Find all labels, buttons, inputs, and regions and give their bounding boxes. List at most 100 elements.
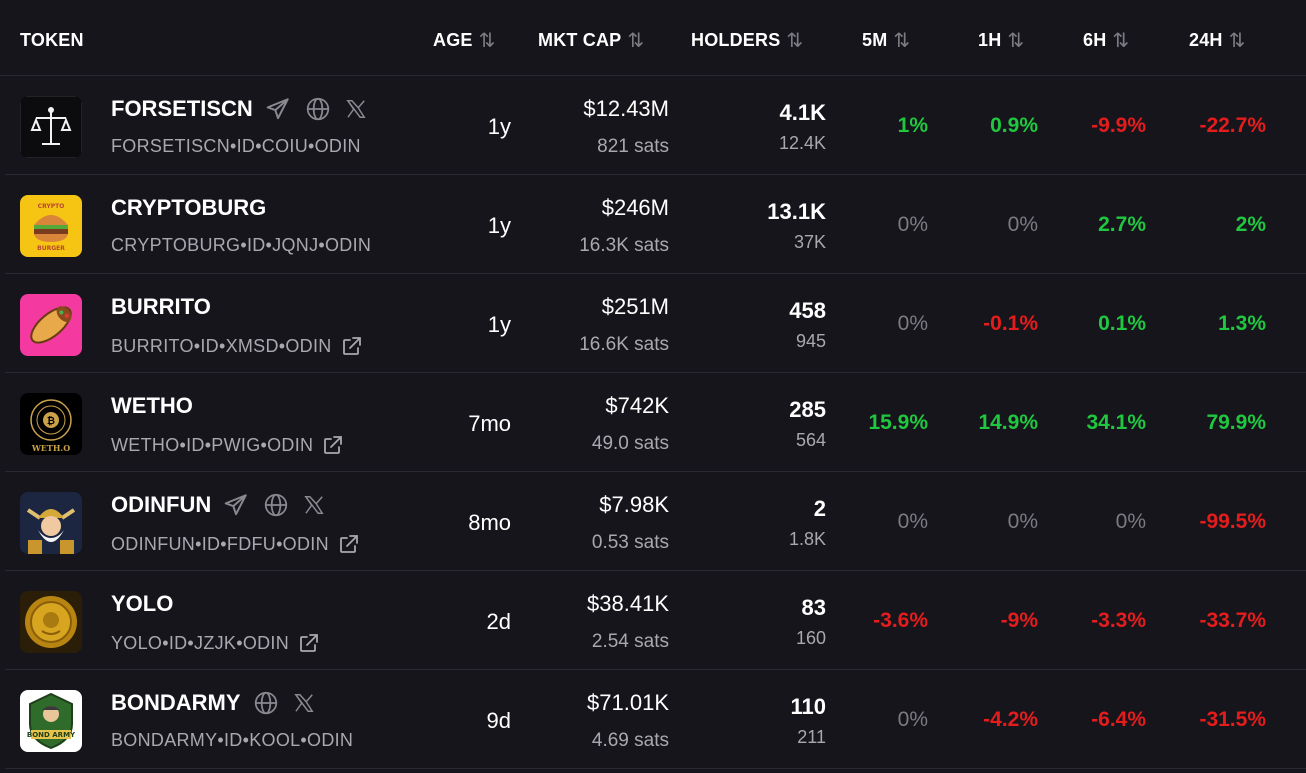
svg-text:CRYPTO: CRYPTO xyxy=(38,203,65,210)
token-logo xyxy=(20,492,82,554)
change-1h: 0% xyxy=(1007,213,1038,236)
holders-count: 13.1K xyxy=(767,199,826,224)
header-5m[interactable]: 5M ⇅ xyxy=(862,29,911,52)
svg-text:₿: ₿ xyxy=(47,415,55,427)
token-age: 9d xyxy=(486,708,511,733)
change-5m: 15.9% xyxy=(868,411,928,434)
token-logo xyxy=(20,591,82,653)
token-age: 7mo xyxy=(468,411,511,436)
header-24h[interactable]: 24H ⇅ xyxy=(1189,29,1246,52)
header-6h[interactable]: 6H ⇅ xyxy=(1083,29,1130,52)
token-age: 1y xyxy=(487,213,511,238)
holders-count: 4.1K xyxy=(779,100,826,125)
token-ticker: BURRITO•ID•XMSD•ODIN xyxy=(111,335,332,356)
external-link-icon[interactable] xyxy=(337,532,361,556)
x-icon[interactable] xyxy=(303,494,325,516)
market-cap: $71.01K xyxy=(587,690,669,715)
token-ticker: FORSETISCN•ID•COIU•ODIN xyxy=(111,136,361,156)
external-link-icon[interactable] xyxy=(297,631,321,655)
token-name[interactable]: WETHO xyxy=(111,393,193,418)
svg-text:WETH.O: WETH.O xyxy=(31,443,70,453)
token-age: 8mo xyxy=(468,510,511,535)
change-24h: -99.5% xyxy=(1199,510,1266,533)
telegram-icon[interactable] xyxy=(265,96,291,122)
telegram-icon[interactable] xyxy=(223,492,249,518)
token-name[interactable]: FORSETISCN xyxy=(111,96,253,121)
table-header: TOKEN AGE ⇅ MKT CAP ⇅ HOLDERS ⇅ 5M ⇅ 1H ⇅ 6H ⇅… xyxy=(0,0,1306,76)
holders-secondary: 160 xyxy=(795,628,826,648)
change-24h: -31.5% xyxy=(1199,708,1266,731)
sort-icon[interactable]: ⇅ xyxy=(1228,29,1246,52)
token-logo xyxy=(20,294,82,356)
change-6h: -3.3% xyxy=(1091,609,1146,632)
x-icon[interactable] xyxy=(345,98,367,120)
external-link-icon[interactable] xyxy=(340,334,364,358)
sort-icon[interactable]: ⇅ xyxy=(627,29,645,52)
change-24h: 79.9% xyxy=(1206,411,1266,434)
holders-secondary: 12.4K xyxy=(778,133,826,153)
change-24h: -22.7% xyxy=(1199,114,1266,137)
external-link-icon[interactable] xyxy=(321,433,345,457)
change-6h: 0.1% xyxy=(1098,312,1146,335)
token-name[interactable]: BURRITO xyxy=(111,294,211,319)
sort-icon[interactable]: ⇅ xyxy=(1112,29,1130,52)
price-sats: 821 sats xyxy=(597,136,669,157)
table-row[interactable]: YOLO YOLO•ID•JZJK•ODIN 2d $38.41K 2.54 s… xyxy=(5,571,1306,670)
change-6h: 0% xyxy=(1115,510,1146,533)
table-row[interactable]: FORSETISCN FORSETISCN•ID•COIU•ODIN 1y $1… xyxy=(5,76,1306,175)
change-24h: -33.7% xyxy=(1199,609,1266,632)
table-row[interactable]: ODINFUN ODINFUN•ID•FDFU•ODIN 8mo $7.98K … xyxy=(5,472,1306,571)
market-cap: $251M xyxy=(601,294,669,319)
token-name[interactable]: ODINFUN xyxy=(111,492,212,517)
holders-secondary: 1.8K xyxy=(788,529,826,549)
price-sats: 16.3K sats xyxy=(579,235,669,256)
market-cap: $7.98K xyxy=(599,492,669,517)
holders-secondary: 945 xyxy=(795,331,826,351)
sort-icon[interactable]: ⇅ xyxy=(1007,29,1025,52)
token-name[interactable]: BONDARMY xyxy=(111,690,241,715)
change-6h: -9.9% xyxy=(1091,114,1146,137)
price-sats: 4.69 sats xyxy=(591,730,669,751)
svg-text:BOND ARMY: BOND ARMY xyxy=(27,731,76,739)
svg-text:BURGER: BURGER xyxy=(37,245,65,252)
globe-icon[interactable] xyxy=(305,96,331,122)
price-sats: 49.0 sats xyxy=(591,433,669,454)
change-6h: 2.7% xyxy=(1098,213,1146,236)
header-mkt-cap[interactable]: MKT CAP ⇅ xyxy=(538,29,645,52)
token-name[interactable]: CRYPTOBURG xyxy=(111,195,267,220)
globe-icon[interactable] xyxy=(253,690,279,716)
table-row[interactable]: ₿ WETH.O WETHO WETHO•ID•PWIG•ODIN 7mo $74… xyxy=(5,373,1306,472)
sort-icon[interactable]: ⇅ xyxy=(478,29,496,52)
header-age[interactable]: AGE ⇅ xyxy=(433,29,496,52)
table-row[interactable]: CRYPTO BURGER CRYPTOBURG CRYPTOBURG•ID•JQ… xyxy=(5,175,1306,274)
price-sats: 0.53 sats xyxy=(591,532,669,553)
table-row[interactable]: BURRITO BURRITO•ID•XMSD•ODIN 1y $251M 16… xyxy=(5,274,1306,373)
globe-icon[interactable] xyxy=(263,492,289,518)
token-ticker: WETHO•ID•PWIG•ODIN xyxy=(111,434,314,455)
token-logo: BOND ARMY xyxy=(20,690,82,752)
token-ticker: CRYPTOBURG•ID•JQNJ•ODIN xyxy=(111,235,372,255)
x-icon[interactable] xyxy=(293,692,315,714)
holders-secondary: 211 xyxy=(797,727,826,747)
change-5m: 0% xyxy=(897,510,928,533)
change-24h: 2% xyxy=(1235,213,1266,236)
token-age: 1y xyxy=(487,312,511,337)
change-5m: 0% xyxy=(897,708,928,731)
token-logo: CRYPTO BURGER xyxy=(20,195,82,257)
token-ticker: BONDARMY•ID•KOOL•ODIN xyxy=(111,730,354,750)
header-holders[interactable]: HOLDERS ⇅ xyxy=(691,29,804,52)
holders-count: 83 xyxy=(801,595,826,620)
change-5m: -3.6% xyxy=(873,609,928,632)
sort-icon[interactable]: ⇅ xyxy=(786,29,804,52)
header-1h[interactable]: 1H ⇅ xyxy=(978,29,1025,52)
change-6h: 34.1% xyxy=(1086,411,1146,434)
table-row[interactable]: BOND ARMY BONDARMY BONDARMY•ID•KOOL•ODIN… xyxy=(5,670,1306,769)
market-cap: $742K xyxy=(605,393,669,418)
change-6h: -6.4% xyxy=(1091,708,1146,731)
token-name[interactable]: YOLO xyxy=(111,591,174,616)
change-24h: 1.3% xyxy=(1218,312,1266,335)
token-logo: ₿ WETH.O xyxy=(20,393,82,455)
sort-icon[interactable]: ⇅ xyxy=(893,29,911,52)
change-1h: -0.1% xyxy=(983,312,1038,335)
